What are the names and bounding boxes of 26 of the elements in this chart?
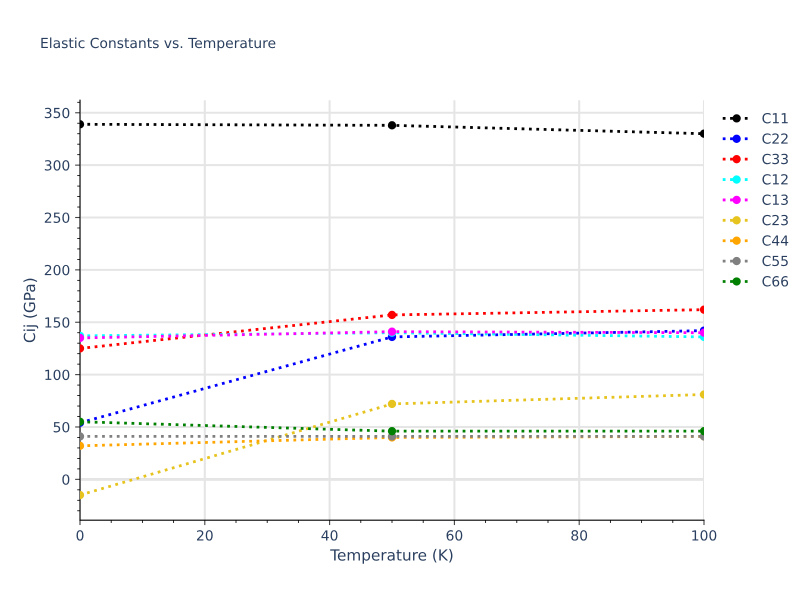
y-tick-label: 300 <box>44 160 70 171</box>
legend-label: C44 <box>762 235 788 246</box>
legend-label: C23 <box>762 214 788 226</box>
legend-label: C33 <box>762 154 788 164</box>
x-tick-label: 20 <box>196 530 213 541</box>
legend-label: C13 <box>762 194 788 205</box>
legend-label: C11 <box>762 112 788 124</box>
x-tick-label: 0 <box>76 530 84 541</box>
x-axis-title: Temperature (K) <box>330 548 452 564</box>
legend-label: C12 <box>762 174 788 185</box>
y-tick-label: 250 <box>44 212 70 223</box>
y-tick-label: 50 <box>54 422 70 432</box>
legend-label: C55 <box>762 256 788 266</box>
y-axis-title: Cij (GPa) <box>23 278 38 342</box>
x-tick-label: 80 <box>571 530 588 541</box>
y-tick-label: 150 <box>45 317 70 328</box>
x-tick-label: 100 <box>692 530 716 541</box>
y-tick-label: 350 <box>44 108 70 118</box>
y-tick-label: 0 <box>62 474 70 485</box>
chart-title: Elastic Constants vs. Temperature <box>41 37 276 51</box>
y-tick-label: 100 <box>45 370 70 380</box>
legend-label: C22 <box>762 133 788 144</box>
x-tick-label: 60 <box>446 530 462 541</box>
legend-label: C66 <box>762 276 788 287</box>
x-tick-label: 40 <box>321 530 338 541</box>
y-tick-label: 200 <box>44 264 70 276</box>
